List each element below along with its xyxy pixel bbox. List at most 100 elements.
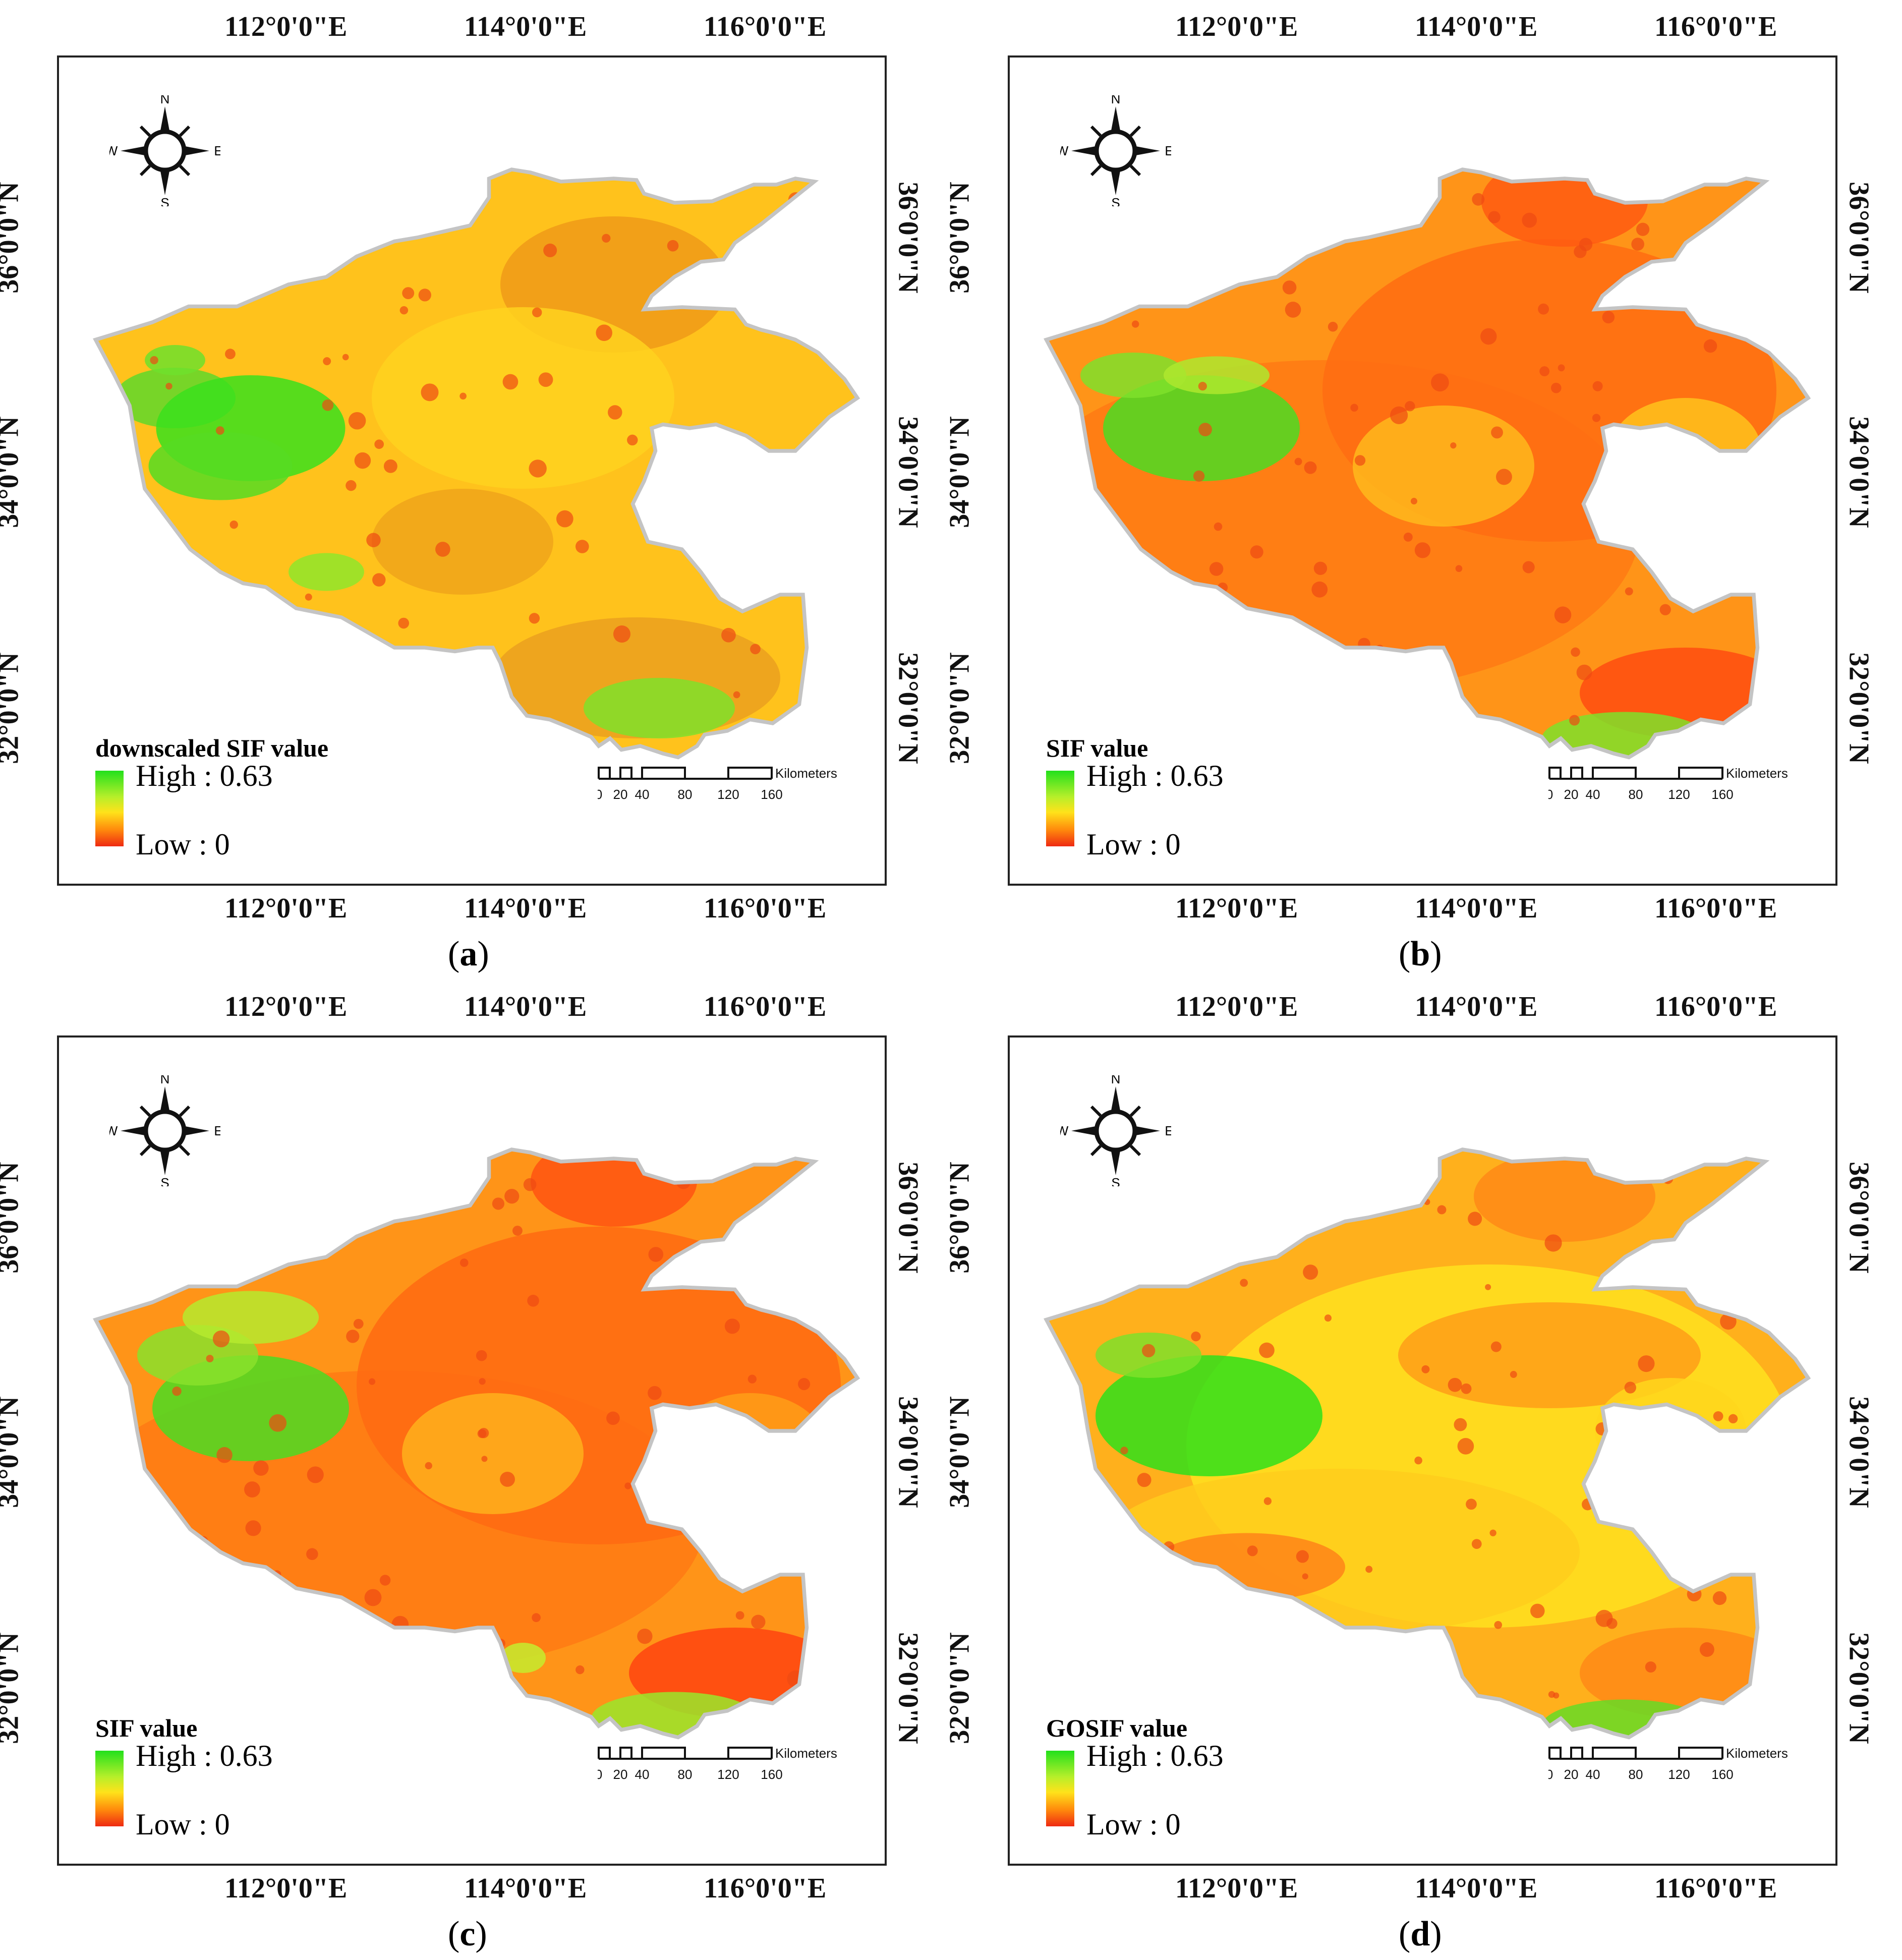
- urban-hotspot: [399, 306, 409, 315]
- urban-hotspot: [1255, 1656, 1264, 1665]
- urban-hotspot: [172, 1387, 182, 1396]
- urban-hotspot: [204, 1643, 222, 1661]
- urban-hotspot: [324, 243, 339, 258]
- urban-hotspot: [1247, 1545, 1258, 1557]
- urban-hotspot: [1450, 442, 1457, 449]
- panel-caption: (c): [448, 1915, 487, 1953]
- compass-w: W: [109, 143, 118, 158]
- urban-hotspot: [1522, 212, 1537, 228]
- urban-hotspot: [1171, 640, 1186, 655]
- legend: GOSIF value High : 0.63 Low : 0: [1046, 1713, 1224, 1841]
- urban-hotspot: [1309, 648, 1321, 659]
- lat-tick-right: 32°0'0"N: [1843, 1632, 1875, 1744]
- urban-hotspot: [608, 405, 622, 420]
- raster-patch: [199, 1584, 226, 1611]
- urban-hotspot: [637, 1628, 653, 1644]
- urban-hotspot: [245, 1520, 261, 1536]
- lon-tick-top: 116°0'0"E: [704, 991, 827, 1022]
- urban-hotspot: [1116, 1249, 1129, 1262]
- urban-hotspot: [1631, 238, 1645, 251]
- lat-tick-left: 36°0'0"N: [944, 182, 975, 294]
- urban-hotspot: [720, 288, 736, 305]
- urban-hotspot: [421, 383, 439, 401]
- urban-hotspot: [1489, 1529, 1496, 1536]
- urban-hotspot: [361, 1665, 371, 1676]
- map-panel-b: 112°0'0"E 114°0'0"E 116°0'0"E 112°0'0"E …: [944, 0, 1901, 980]
- urban-hotspot: [478, 1427, 489, 1438]
- lat-tick-left: 34°0'0"N: [0, 1396, 25, 1508]
- lat-tick-right: 34°0'0"N: [892, 1396, 924, 1508]
- henan-province-map: [1044, 167, 1811, 760]
- urban-hotspot: [1576, 664, 1592, 680]
- lat-tick-left: 34°0'0"N: [944, 416, 975, 528]
- urban-hotspot: [165, 382, 172, 390]
- map-panel-c: 112°0'0"E 114°0'0"E 116°0'0"E 112°0'0"E …: [0, 980, 951, 1960]
- urban-hotspot: [1319, 1183, 1334, 1198]
- urban-hotspot: [374, 439, 384, 449]
- urban-hotspot: [212, 1330, 230, 1348]
- urban-hotspot: [1724, 1493, 1731, 1500]
- urban-hotspot: [1259, 1342, 1275, 1358]
- urban-hotspot: [721, 627, 736, 643]
- scale-bar: Kilometers 0 20 40 80 120 160: [1548, 1746, 1788, 1782]
- urban-hotspot: [798, 1378, 811, 1391]
- urban-hotspot: [360, 1627, 370, 1637]
- urban-hotspot: [613, 625, 631, 643]
- urban-hotspot: [196, 282, 208, 294]
- lon-tick-bottom: 114°0'0"E: [464, 893, 587, 924]
- lat-tick-left: 32°0'0"N: [0, 652, 25, 764]
- scale-label: 120: [1668, 1767, 1690, 1782]
- scale-label: 160: [761, 1767, 782, 1782]
- urban-hotspot: [306, 1548, 318, 1560]
- urban-hotspot: [602, 234, 611, 243]
- urban-hotspot: [206, 1355, 214, 1363]
- urban-hotspot: [307, 1466, 324, 1483]
- urban-hotspot: [369, 1378, 376, 1385]
- scale-label: 0: [598, 1767, 602, 1782]
- raster-patch: [1353, 406, 1534, 527]
- lon-tick-top: 116°0'0"E: [1654, 991, 1777, 1022]
- scale-label: 40: [635, 1767, 650, 1782]
- urban-hotspot: [1538, 303, 1549, 315]
- scale-label: 20: [613, 1767, 628, 1782]
- lon-tick-bottom: 116°0'0"E: [704, 893, 827, 924]
- lat-tick-left: 34°0'0"N: [0, 416, 25, 528]
- urban-hotspot: [1276, 696, 1288, 708]
- urban-hotspot: [1530, 1603, 1545, 1619]
- urban-hotspot: [1574, 245, 1587, 258]
- urban-hotspot: [1414, 1456, 1422, 1465]
- urban-hotspot: [492, 1197, 505, 1210]
- north-arrow: N S E W: [109, 95, 220, 206]
- urban-hotspot: [750, 644, 761, 655]
- scale-label: 80: [678, 1767, 693, 1782]
- urban-hotspot: [1303, 1264, 1318, 1280]
- urban-hotspot: [402, 287, 415, 300]
- legend-title: GOSIF value: [1046, 1714, 1188, 1742]
- urban-hotspot: [229, 520, 238, 529]
- urban-hotspot: [1606, 1618, 1618, 1629]
- urban-hotspot: [1592, 414, 1601, 422]
- urban-hotspot: [479, 1378, 486, 1385]
- urban-hotspot: [312, 714, 330, 732]
- urban-hotspot: [1571, 647, 1580, 657]
- urban-hotspot: [413, 1683, 428, 1698]
- urban-hotspot: [1728, 1414, 1738, 1424]
- urban-hotspot: [1214, 522, 1223, 531]
- urban-hotspot: [244, 1481, 260, 1497]
- lat-tick-left: 32°0'0"N: [0, 1632, 25, 1744]
- lon-tick-bottom: 112°0'0"E: [224, 1873, 348, 1904]
- urban-hotspot: [667, 240, 679, 252]
- urban-hotspot: [281, 1648, 290, 1657]
- scale-label: 20: [1564, 787, 1579, 802]
- urban-hotspot: [1544, 1234, 1562, 1252]
- urban-hotspot: [1120, 1447, 1128, 1455]
- urban-hotspot: [1240, 1279, 1248, 1287]
- urban-hotspot: [1282, 280, 1297, 295]
- legend-title: SIF value: [95, 1714, 198, 1742]
- raster-patch: [145, 345, 205, 375]
- urban-hotspot: [1550, 382, 1562, 393]
- urban-hotspot: [418, 289, 431, 302]
- urban-hotspot: [529, 613, 540, 624]
- urban-hotspot: [709, 530, 721, 542]
